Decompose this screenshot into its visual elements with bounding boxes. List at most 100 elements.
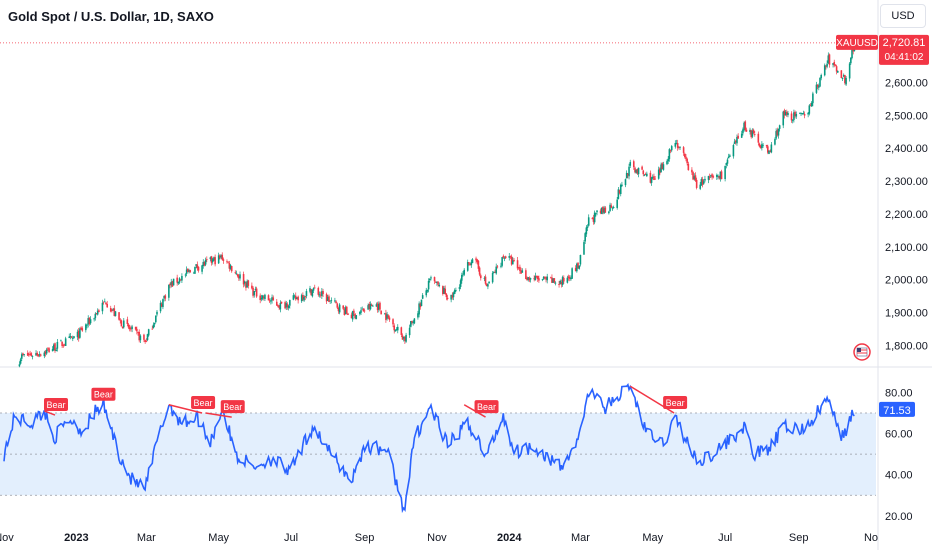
candle-body: [554, 282, 557, 284]
candle-body: [752, 129, 755, 134]
bear-label-box: [91, 387, 116, 401]
candle-body: [744, 121, 747, 130]
candle-body: [338, 304, 341, 313]
candle-body: [229, 265, 232, 269]
candle-body: [81, 328, 84, 331]
rsi-line: [3, 383, 855, 514]
candle-body: [210, 256, 213, 263]
candle-body: [305, 291, 308, 297]
candle-body: [600, 207, 603, 214]
candle-body: [418, 303, 420, 315]
candle-body: [121, 326, 124, 329]
candle-body: [584, 233, 586, 242]
candle-body: [649, 172, 652, 183]
time-axis-label: Jul: [718, 532, 732, 544]
candle-body: [197, 266, 200, 271]
candle-body: [168, 284, 170, 298]
candle-body: [419, 303, 422, 308]
candle-body: [559, 280, 562, 284]
candle-body: [359, 311, 361, 314]
candle-body: [73, 336, 75, 339]
candle-body: [761, 144, 763, 149]
candle-body: [592, 217, 595, 222]
candle-body: [749, 129, 751, 133]
candle-body: [470, 261, 473, 266]
candle-body: [850, 57, 852, 64]
candle-body: [775, 131, 777, 139]
candle-body: [791, 119, 794, 121]
candle-body: [93, 318, 95, 320]
candle-body: [685, 156, 687, 160]
candle-body: [31, 356, 34, 357]
candle-body: [716, 174, 718, 177]
candle-body: [243, 281, 246, 284]
candle-body: [383, 313, 386, 315]
candle-body: [595, 212, 597, 214]
candle-body: [551, 277, 553, 283]
candle-body: [604, 207, 607, 213]
candle-body: [260, 297, 263, 300]
candle-body: [270, 300, 272, 302]
candle-body: [98, 310, 100, 313]
candle-body: [812, 93, 814, 104]
candle-body: [500, 265, 502, 267]
currency-button[interactable]: USD: [880, 4, 926, 28]
candle-body: [675, 143, 678, 144]
candle-body: [322, 291, 324, 295]
candle-body: [219, 255, 221, 258]
candle-body: [271, 297, 273, 301]
candle-body: [428, 279, 431, 281]
candle-body: [335, 301, 337, 304]
candle-body: [679, 146, 681, 148]
candle-body: [484, 276, 487, 284]
candle-body: [130, 328, 132, 330]
candle-body: [54, 343, 56, 351]
candle-body: [89, 319, 92, 324]
candle-body: [192, 272, 195, 274]
candle-body: [644, 174, 647, 176]
candle-body: [376, 303, 379, 311]
candle-body: [261, 295, 264, 299]
candle-body: [344, 307, 347, 314]
candle-body: [667, 158, 669, 162]
candle-body: [134, 326, 137, 330]
candle-body: [546, 276, 549, 281]
candle-body: [650, 177, 653, 183]
candle-body: [361, 308, 363, 310]
candle-body: [687, 163, 690, 171]
candle-body: [62, 345, 65, 347]
candle-body: [317, 287, 320, 295]
candle-body: [195, 264, 197, 266]
candle-body: [63, 344, 66, 346]
rsi-axis-label: 20.00: [885, 511, 913, 523]
candle-body: [379, 302, 381, 310]
candle-body: [20, 354, 23, 359]
candle-body: [528, 277, 531, 281]
price-axis-label: 2,400.00: [885, 143, 928, 155]
candle-body: [818, 86, 820, 88]
candle-body: [319, 294, 322, 296]
candle-body: [213, 257, 215, 261]
time-axis-label: Nov: [0, 532, 14, 544]
candle-body: [542, 276, 545, 279]
candle-body: [628, 166, 630, 177]
candle-body: [469, 263, 471, 266]
candle-body: [758, 143, 761, 147]
candle-body: [643, 174, 646, 176]
candle-body: [496, 266, 499, 268]
candle-body: [360, 310, 362, 313]
candle-body: [255, 288, 258, 297]
candle-body: [828, 54, 831, 65]
candle-body: [443, 287, 445, 294]
candle-body: [787, 112, 789, 116]
flag-icon[interactable]: [853, 343, 871, 361]
candle-body: [477, 260, 480, 269]
candle-body: [525, 270, 527, 280]
candle-body: [292, 295, 295, 300]
candle-body: [411, 320, 413, 323]
candle-body: [118, 312, 120, 320]
candle-body: [64, 338, 67, 346]
candle-body: [442, 286, 444, 295]
candle-body: [476, 259, 479, 263]
